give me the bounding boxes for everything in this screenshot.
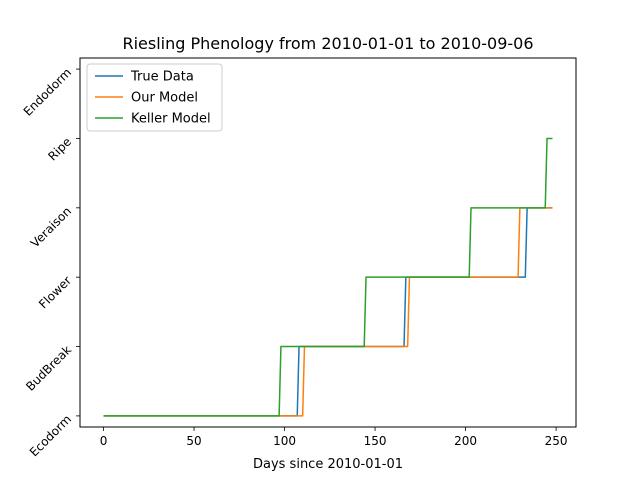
- y-tick-label-5: Endodorm: [21, 65, 74, 118]
- y-tick-label-0: Ecodorm: [27, 412, 74, 459]
- y-axis: Ecodorm BudBreak Flower Veraison Ripe Endodor…: [21, 65, 80, 459]
- x-tick-label-3: 150: [364, 434, 387, 448]
- series-line-1: [103, 207, 553, 417]
- y-tick-label-1: BudBreak: [23, 343, 74, 394]
- x-tick-label-4: 200: [454, 434, 477, 448]
- y-tick-label-4: Ripe: [45, 135, 74, 164]
- plot-frame: [79, 57, 577, 428]
- x-tick-label-2: 100: [273, 434, 296, 448]
- series-line-2: [103, 137, 553, 417]
- x-tick-label-0: 0: [100, 434, 108, 448]
- legend-label-1: Our Model: [131, 91, 198, 106]
- legend-box: [86, 63, 223, 132]
- legend-label-2: Keller Model: [131, 112, 211, 127]
- y-tick-label-3: Veraison: [28, 204, 74, 250]
- series-line-0: [103, 207, 553, 417]
- plot-lines: [103, 137, 553, 417]
- legend-label-0: True Data: [130, 70, 194, 85]
- x-axis: 0 50 100 150 200 250: [100, 427, 568, 448]
- x-tick-label-5: 250: [545, 434, 568, 448]
- legend: True Data Our Model Keller Model: [86, 63, 223, 132]
- x-axis-label: Days since 2010-01-01: [253, 457, 403, 472]
- chart-title: Riesling Phenology from 2010-01-01 to 20…: [122, 34, 533, 53]
- x-tick-label-1: 50: [186, 434, 201, 448]
- y-tick-label-2: Flower: [36, 273, 74, 311]
